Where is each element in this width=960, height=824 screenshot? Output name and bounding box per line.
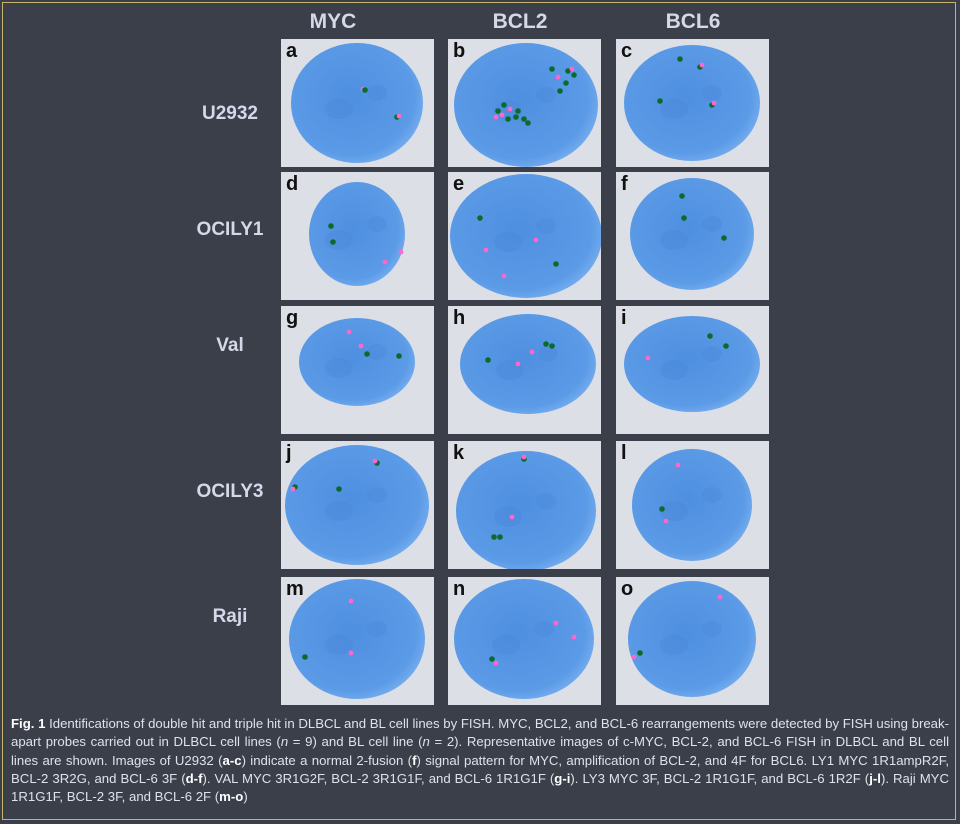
nucleus-image: [628, 581, 756, 697]
caption-text-9: ): [243, 789, 248, 805]
caption-ref-a-c: a-c: [222, 752, 242, 768]
nucleus-image: [450, 174, 601, 298]
column-header-bcl2: BCL2: [492, 10, 548, 33]
caption-text-6: ). VAL MYC 3R1G2F, BCL-2 3R1G1F, and BCL…: [202, 770, 555, 786]
fish-panel-g: g: [281, 306, 434, 434]
panel-letter: h: [453, 307, 466, 329]
panel-letter: a: [286, 40, 298, 62]
fish-panel-e: e: [448, 172, 601, 300]
caption-ref-m-o: m-o: [219, 789, 244, 805]
fish-panel-c: c: [616, 39, 769, 167]
panel-letter: o: [621, 578, 634, 600]
panel-letter: n: [453, 578, 466, 600]
nucleus-image: [454, 43, 598, 167]
figure-caption: Fig. 1 Identifications of double hit and…: [11, 715, 949, 806]
caption-ref-j-l: j-l: [869, 770, 881, 786]
fish-panel-i: i: [616, 306, 769, 434]
fish-panel-b: b: [448, 39, 601, 167]
panel-letter: m: [286, 578, 304, 600]
fish-panel-o: o: [616, 577, 769, 705]
panel-letter: k: [453, 442, 465, 464]
nucleus-image: [460, 314, 596, 414]
panel-letter: e: [453, 173, 465, 195]
caption-var-n1: n: [280, 734, 289, 750]
column-header-bcl6: BCL6: [665, 10, 721, 33]
caption-text-8: ). Raji MYC 1R1G1F, BCL-2 3F, and BCL-6 …: [11, 770, 949, 805]
nucleus-image: [299, 318, 415, 406]
caption-ref-g-i: g-i: [554, 770, 571, 786]
panel-letter: i: [621, 307, 627, 329]
caption-text-2: = 9) and BL cell line (: [288, 734, 423, 750]
panel-letter: f: [621, 173, 628, 195]
nucleus-image: [456, 451, 596, 569]
caption-text-7: ). LY3 MYC 3F, BCL-2 1R1G1F, and BCL-6 1…: [570, 770, 870, 786]
row-header-ocily1: OCILY1: [196, 219, 264, 240]
row-header-val: Val: [216, 335, 244, 356]
caption-label: Fig. 1: [11, 716, 46, 731]
nucleus-image: [624, 316, 760, 412]
nucleus-image: [632, 449, 752, 561]
fish-panel-f: f: [616, 172, 769, 300]
caption-text-5: ) signal pattern for MYC, amplification …: [11, 752, 949, 786]
fish-panel-n: n: [448, 577, 601, 705]
nucleus-image: [285, 445, 429, 565]
caption-var-n2: n: [422, 734, 430, 750]
fish-panel-j: j: [281, 441, 434, 569]
row-header-u2932: U2932: [202, 103, 258, 124]
row-header-ocily3: OCILY3: [196, 481, 264, 502]
fish-panel-k: k: [448, 441, 601, 569]
nucleus-image: [309, 182, 405, 286]
caption-ref-f: f: [412, 752, 417, 768]
nucleus-image: [630, 178, 754, 290]
caption-ref-d-f: d-f: [185, 770, 203, 786]
nucleus-image: [624, 45, 760, 161]
fish-panel-d: d: [281, 172, 434, 300]
fish-panel-a: a: [281, 39, 434, 167]
nucleus-image: [454, 579, 594, 699]
panel-letter: b: [453, 40, 466, 62]
column-header-myc: MYC: [309, 10, 357, 33]
fish-panel-l: l: [616, 441, 769, 569]
panel-letter: c: [621, 40, 633, 62]
panel-letter: j: [286, 442, 292, 464]
row-header-raji: Raji: [212, 606, 248, 627]
panel-letter: d: [286, 173, 299, 195]
panel-letter: g: [286, 307, 299, 329]
fish-panel-h: h: [448, 306, 601, 434]
fish-panel-m: m: [281, 577, 434, 705]
nucleus-image: [291, 43, 423, 163]
nucleus-image: [289, 579, 425, 699]
panel-letter: l: [621, 442, 627, 464]
caption-text-4: ) indicate a normal 2-fusion (: [241, 752, 413, 768]
caption-text-1: Identifications of double hit and triple…: [11, 716, 949, 750]
caption-text-3: = 2). Representative images of c-MYC, BC…: [11, 734, 949, 768]
